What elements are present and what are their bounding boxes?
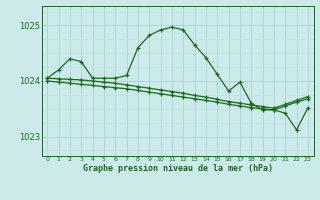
X-axis label: Graphe pression niveau de la mer (hPa): Graphe pression niveau de la mer (hPa) [83,164,273,173]
